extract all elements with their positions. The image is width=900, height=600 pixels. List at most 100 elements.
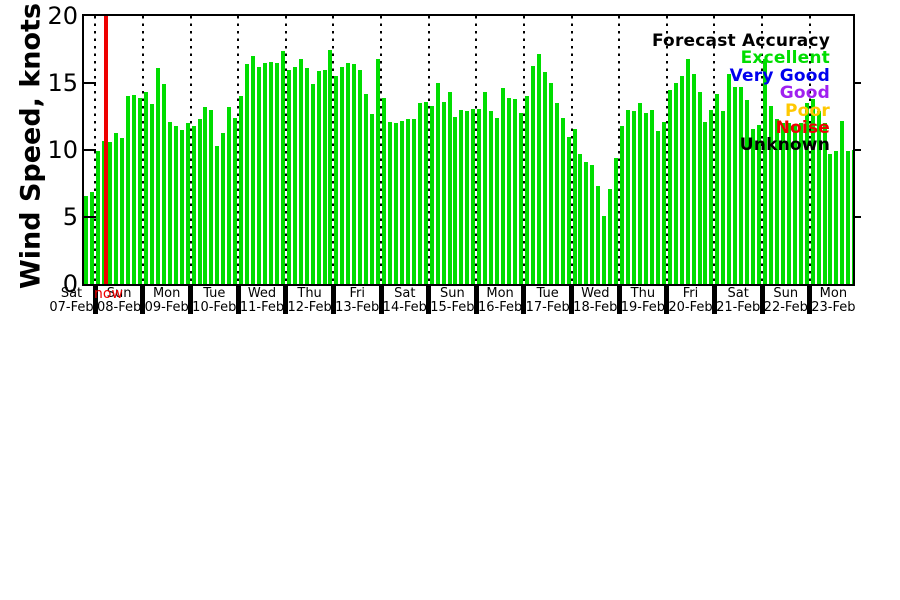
wind-bar (245, 64, 250, 284)
day-label: Tue 10-Feb (172, 287, 256, 315)
y-tick-mark (84, 216, 96, 218)
wind-bar (322, 69, 327, 284)
wind-bar (179, 129, 184, 284)
day-boundary-gridline (761, 16, 763, 284)
wind-bar (566, 136, 571, 284)
wind-bar (459, 109, 464, 284)
wind-bar (697, 92, 702, 284)
day-label: Thu 12-Feb (268, 287, 352, 315)
wind-bar (673, 83, 678, 284)
wind-bar (554, 103, 559, 284)
day-name: Wed (581, 286, 610, 301)
wind-bar (768, 105, 773, 284)
day-name: Sat (60, 286, 83, 301)
wind-bar (328, 49, 333, 284)
wind-bar (239, 96, 244, 284)
day-separator-tick (473, 285, 479, 314)
wind-bar (376, 58, 380, 284)
wind-bar (584, 162, 589, 284)
wind-bar (251, 56, 255, 284)
wind-bar (632, 111, 636, 284)
wind-bar (340, 66, 345, 284)
legend-title: Forecast Accuracy (651, 31, 830, 51)
wind-bar (477, 108, 482, 284)
wind-bar (167, 121, 172, 284)
y-tick-label: 0 (62, 270, 78, 298)
wind-bar (489, 111, 494, 284)
day-separator-tick (569, 285, 574, 314)
wind-bar (667, 89, 672, 284)
legend-entry-excellent: Excellent (740, 48, 830, 69)
wind-bar (441, 101, 446, 284)
day-boundary-gridline (665, 16, 668, 284)
day-separator-tick (616, 285, 622, 314)
wind-bar (221, 132, 226, 284)
day-boundary-gridline (284, 16, 287, 284)
y-tick-label: 10 (47, 136, 78, 164)
wind-bar (423, 101, 428, 284)
wind-bar (155, 68, 160, 284)
wind-bar (215, 146, 220, 284)
wind-bar (655, 131, 660, 284)
now-marker-label: now (94, 286, 123, 302)
day-boundary-gridline (332, 16, 335, 284)
day-name: Thu (630, 286, 656, 301)
wind-bar (227, 107, 232, 284)
day-label: Sat 21-Feb (696, 287, 780, 315)
wind-bar (727, 73, 732, 284)
day-separator-tick (140, 285, 146, 314)
wind-bar (810, 99, 815, 284)
plot-area (84, 16, 853, 284)
wind-bar (90, 191, 95, 284)
wind-bar (346, 62, 351, 284)
day-boundary-gridline (570, 16, 573, 284)
day-date: 14-Feb (382, 300, 427, 315)
day-date: 11-Feb (239, 300, 285, 315)
wind-bar (429, 105, 434, 284)
wind-bar (703, 121, 708, 284)
wind-bar (370, 113, 375, 284)
day-name: Mon (819, 286, 848, 301)
wind-bar (852, 150, 853, 284)
day-name: Sat (394, 286, 416, 301)
day-label: Sun 22-Feb (744, 287, 828, 315)
wind-bar (310, 84, 315, 284)
legend-entry-poor: Poor (784, 100, 830, 121)
wind-bar (149, 104, 154, 284)
wind-bar (197, 119, 202, 284)
day-date: 19-Feb (620, 300, 666, 315)
wind-bar (733, 87, 738, 284)
wind-bar (120, 137, 125, 284)
wind-bar (471, 108, 476, 284)
wind-bar (608, 188, 613, 284)
wind-bar (465, 111, 470, 284)
wind-bar (280, 50, 285, 284)
day-name: Mon (152, 286, 181, 301)
wind-bar (739, 87, 744, 284)
day-date: 10-Feb (192, 300, 237, 315)
plot-border (82, 14, 855, 286)
wind-bar (334, 76, 339, 284)
wind-bar (560, 117, 565, 284)
day-label: Sat 07-Feb (30, 287, 114, 315)
legend-entry-good: Good (779, 83, 830, 104)
wind-bar (542, 72, 547, 284)
wind-bar (143, 92, 148, 284)
wind-bar (364, 93, 369, 284)
day-separator-tick (330, 285, 336, 314)
day-boundary-gridline (380, 16, 382, 284)
wind-bar (513, 99, 517, 284)
wind-bar (132, 95, 136, 284)
wind-bar (643, 112, 648, 284)
day-name: Sun (106, 286, 132, 301)
wind-bar (304, 68, 309, 284)
wind-bar (524, 96, 529, 284)
wind-bar (191, 125, 196, 284)
wind-bar (661, 121, 666, 284)
y-tick-label: 15 (47, 69, 78, 97)
day-label: Sun 15-Feb (410, 287, 494, 315)
day-name: Wed (247, 286, 277, 301)
day-label: Thu 19-Feb (601, 287, 685, 315)
day-separator-tick (521, 285, 527, 314)
